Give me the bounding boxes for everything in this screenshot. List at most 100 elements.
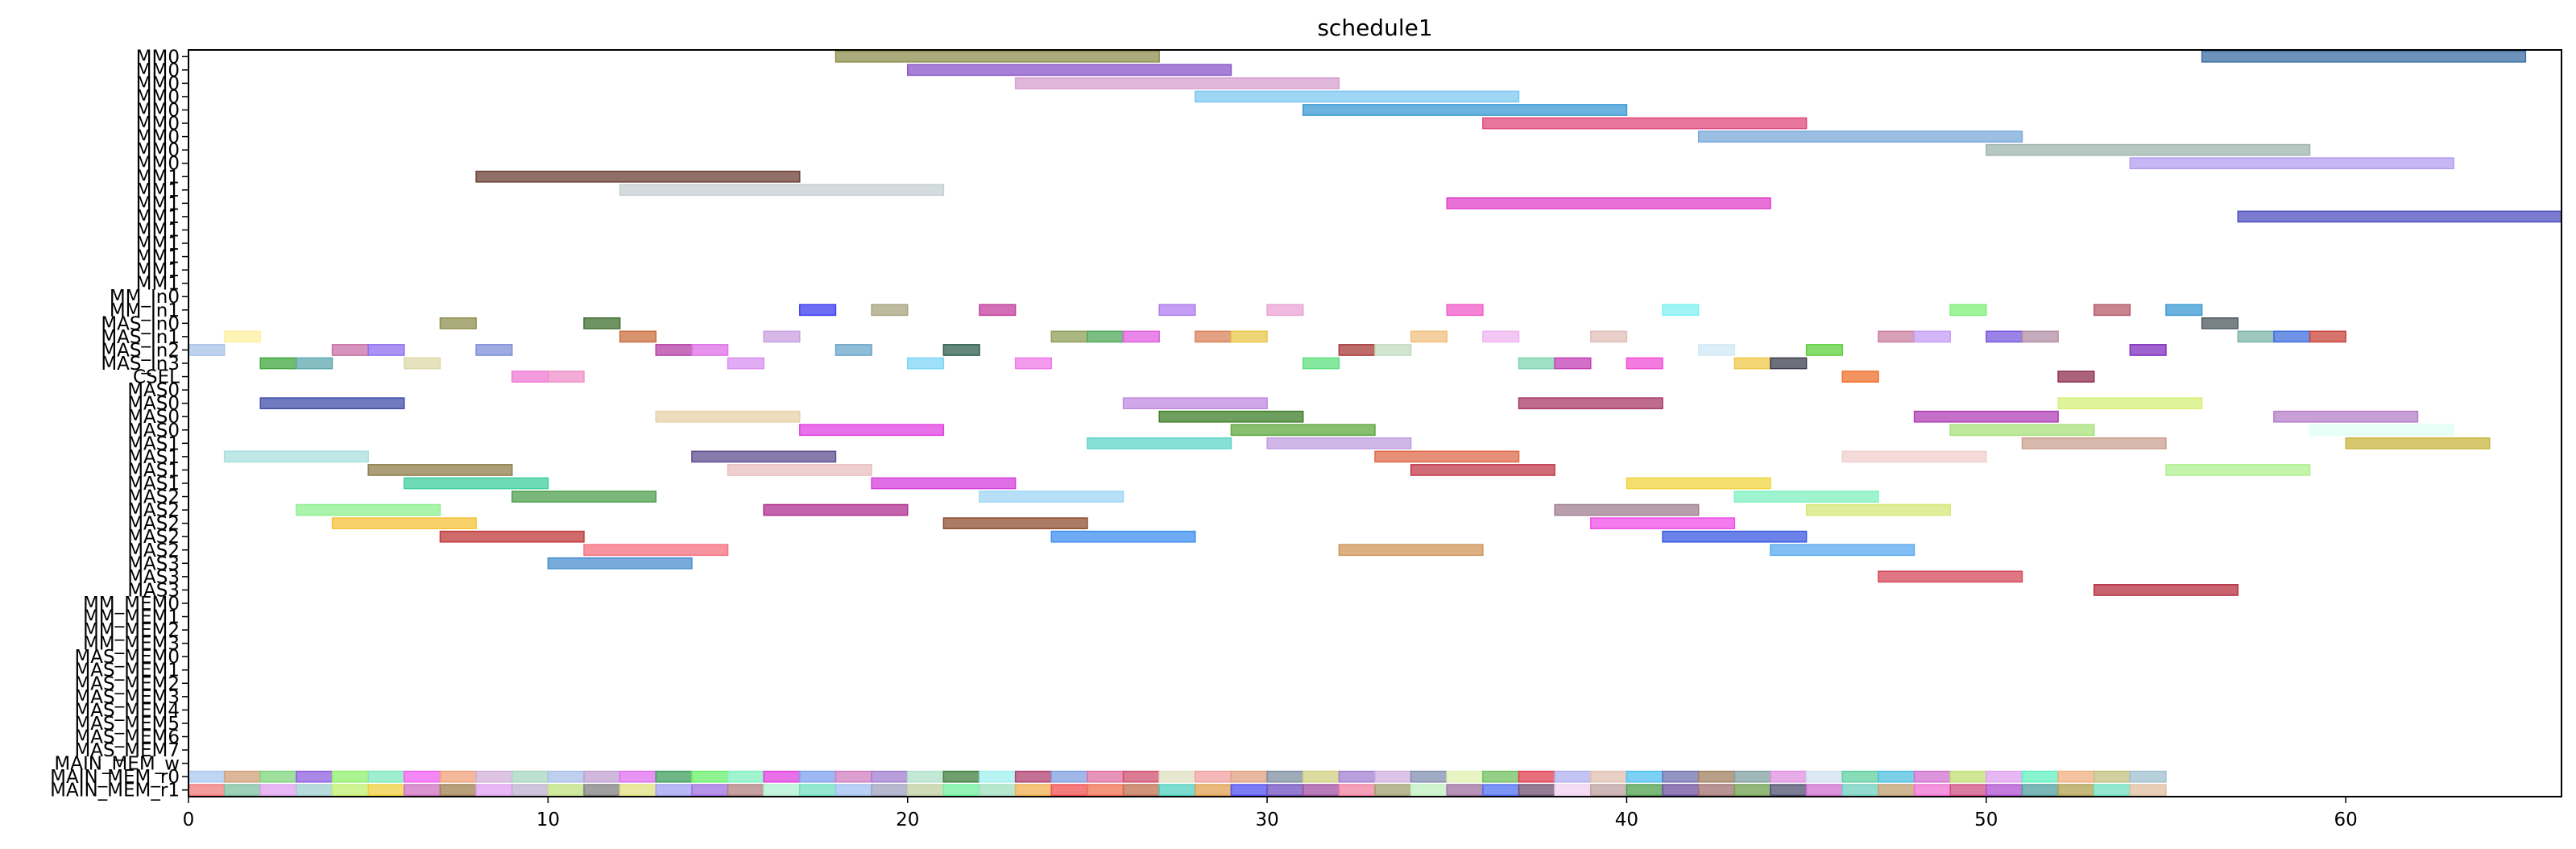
gantt-bar [1338, 544, 1484, 557]
main-mem-cell [296, 770, 333, 783]
gantt-bar [906, 64, 1232, 77]
y-tick-label: MAS3 [127, 553, 180, 574]
gantt-bar [655, 344, 693, 356]
main-mem-cell [691, 770, 729, 783]
gantt-bar [1805, 503, 1951, 516]
gantt-bar [1878, 570, 2023, 583]
main-mem-cell [583, 770, 621, 783]
main-mem-cell [1446, 784, 1484, 797]
y-tick-label: MM0 [136, 114, 180, 135]
main-mem-cell [1050, 770, 1088, 783]
main-mem-cell [259, 784, 297, 797]
y-tick-label: CSEL [133, 367, 180, 388]
gantt-bar [259, 357, 297, 370]
main-mem-cell [1050, 784, 1088, 797]
main-mem-cell [1554, 770, 1592, 783]
gantt-bar [1841, 371, 1879, 383]
y-tick-label: MM0 [136, 140, 180, 161]
gantt-bar [475, 170, 801, 183]
gantt-bar [979, 491, 1124, 503]
y-tick-label: MAS2 [127, 540, 180, 561]
gantt-bar [691, 450, 837, 463]
main-mem-cell [619, 770, 657, 783]
gantt-bar [1122, 330, 1160, 343]
y-tick-label: MAS0 [127, 380, 180, 401]
main-mem-cell [2021, 784, 2059, 797]
gantt-bar [727, 464, 872, 476]
y-tick-label: MAS_MEM3 [74, 687, 180, 708]
y-tick-label: MAS2 [127, 527, 180, 548]
gantt-bar [439, 530, 585, 543]
main-mem-cell [1230, 770, 1268, 783]
y-tick-label: MAS1 [127, 474, 180, 495]
gantt-bar [404, 357, 441, 370]
y-tick-label: MAS_MEM5 [74, 714, 180, 735]
main-mem-cell [727, 784, 764, 797]
main-mem-cell [511, 784, 549, 797]
gantt-bar [2201, 50, 2527, 63]
gantt-bar [547, 557, 693, 569]
chart-title: schedule1 [1317, 14, 1432, 41]
gantt-bar [655, 410, 801, 423]
gantt-bar [1662, 304, 1700, 317]
gantt-bar [1158, 410, 1304, 423]
main-mem-cell [2093, 770, 2131, 783]
main-mem-cell [1482, 784, 1520, 797]
gantt-bar [1050, 530, 1196, 543]
gantt-bar [799, 304, 837, 317]
main-mem-cell [1122, 770, 1160, 783]
gantt-bar [1482, 330, 1520, 343]
main-mem-cell [1805, 784, 1844, 797]
gantt-bar [1986, 143, 2311, 156]
gantt-bar [1195, 90, 1520, 103]
main-mem-cell [1338, 784, 1376, 797]
main-mem-cell [1087, 784, 1124, 797]
gantt-bar [1733, 491, 1879, 503]
x-tick-label: 60 [2334, 810, 2358, 830]
main-mem-cell [2129, 784, 2167, 797]
y-tick-label: MM1 [136, 220, 180, 241]
y-tick-label: MAS_In3 [101, 354, 180, 375]
main-mem-cell [871, 770, 909, 783]
gantt-bar [511, 491, 657, 503]
main-mem-cell [1841, 770, 1879, 783]
main-mem-cell [1626, 770, 1663, 783]
y-tick-label: MM0 [136, 154, 180, 175]
gantt-bar [1913, 330, 1951, 343]
y-tick-label: MM0 [136, 87, 180, 108]
gantt-bar [1410, 464, 1555, 476]
y-tick-label: MAS0 [127, 394, 180, 415]
y-tick-label: MM0 [136, 47, 180, 68]
y-tick-label: MM1 [136, 260, 180, 281]
y-tick-label: MAS_In2 [101, 340, 180, 361]
gantt-bar [296, 503, 441, 516]
y-tick-label: MAS3 [127, 580, 180, 601]
main-mem-cell [799, 784, 837, 797]
y-tick-label: MAS_MEM6 [74, 727, 180, 748]
gantt-bar [2273, 330, 2311, 343]
gantt-bar [2021, 330, 2059, 343]
bars-group [188, 50, 2562, 797]
gantt-bar [871, 477, 1017, 490]
y-tick-label: MM_MEM2 [83, 620, 180, 641]
gantt-bar [1014, 77, 1340, 89]
gantt-bar [1662, 530, 1808, 543]
main-mem-cell [439, 770, 477, 783]
main-mem-cell [1014, 784, 1053, 797]
y-tick-label: MM1 [136, 193, 180, 214]
main-mem-cell [1949, 770, 1987, 783]
gantt-bar [404, 477, 549, 490]
main-mem-cell [799, 770, 837, 783]
gantt-bar [223, 450, 369, 463]
gantt-bar [547, 371, 585, 383]
gantt-bar [1230, 424, 1376, 437]
y-axis: MM0MM0MM0MM0MM0MM0MM0MM0MM0MM1MM1MM1MM1M… [50, 47, 188, 801]
gantt-bar [1050, 330, 1088, 343]
main-mem-cell [1913, 784, 1951, 797]
main-mem-cell [1195, 770, 1232, 783]
y-tick-label: MM0 [136, 100, 180, 121]
gantt-bar [1338, 344, 1376, 356]
gantt-bar [1733, 357, 1771, 370]
gantt-bar [2057, 371, 2095, 383]
